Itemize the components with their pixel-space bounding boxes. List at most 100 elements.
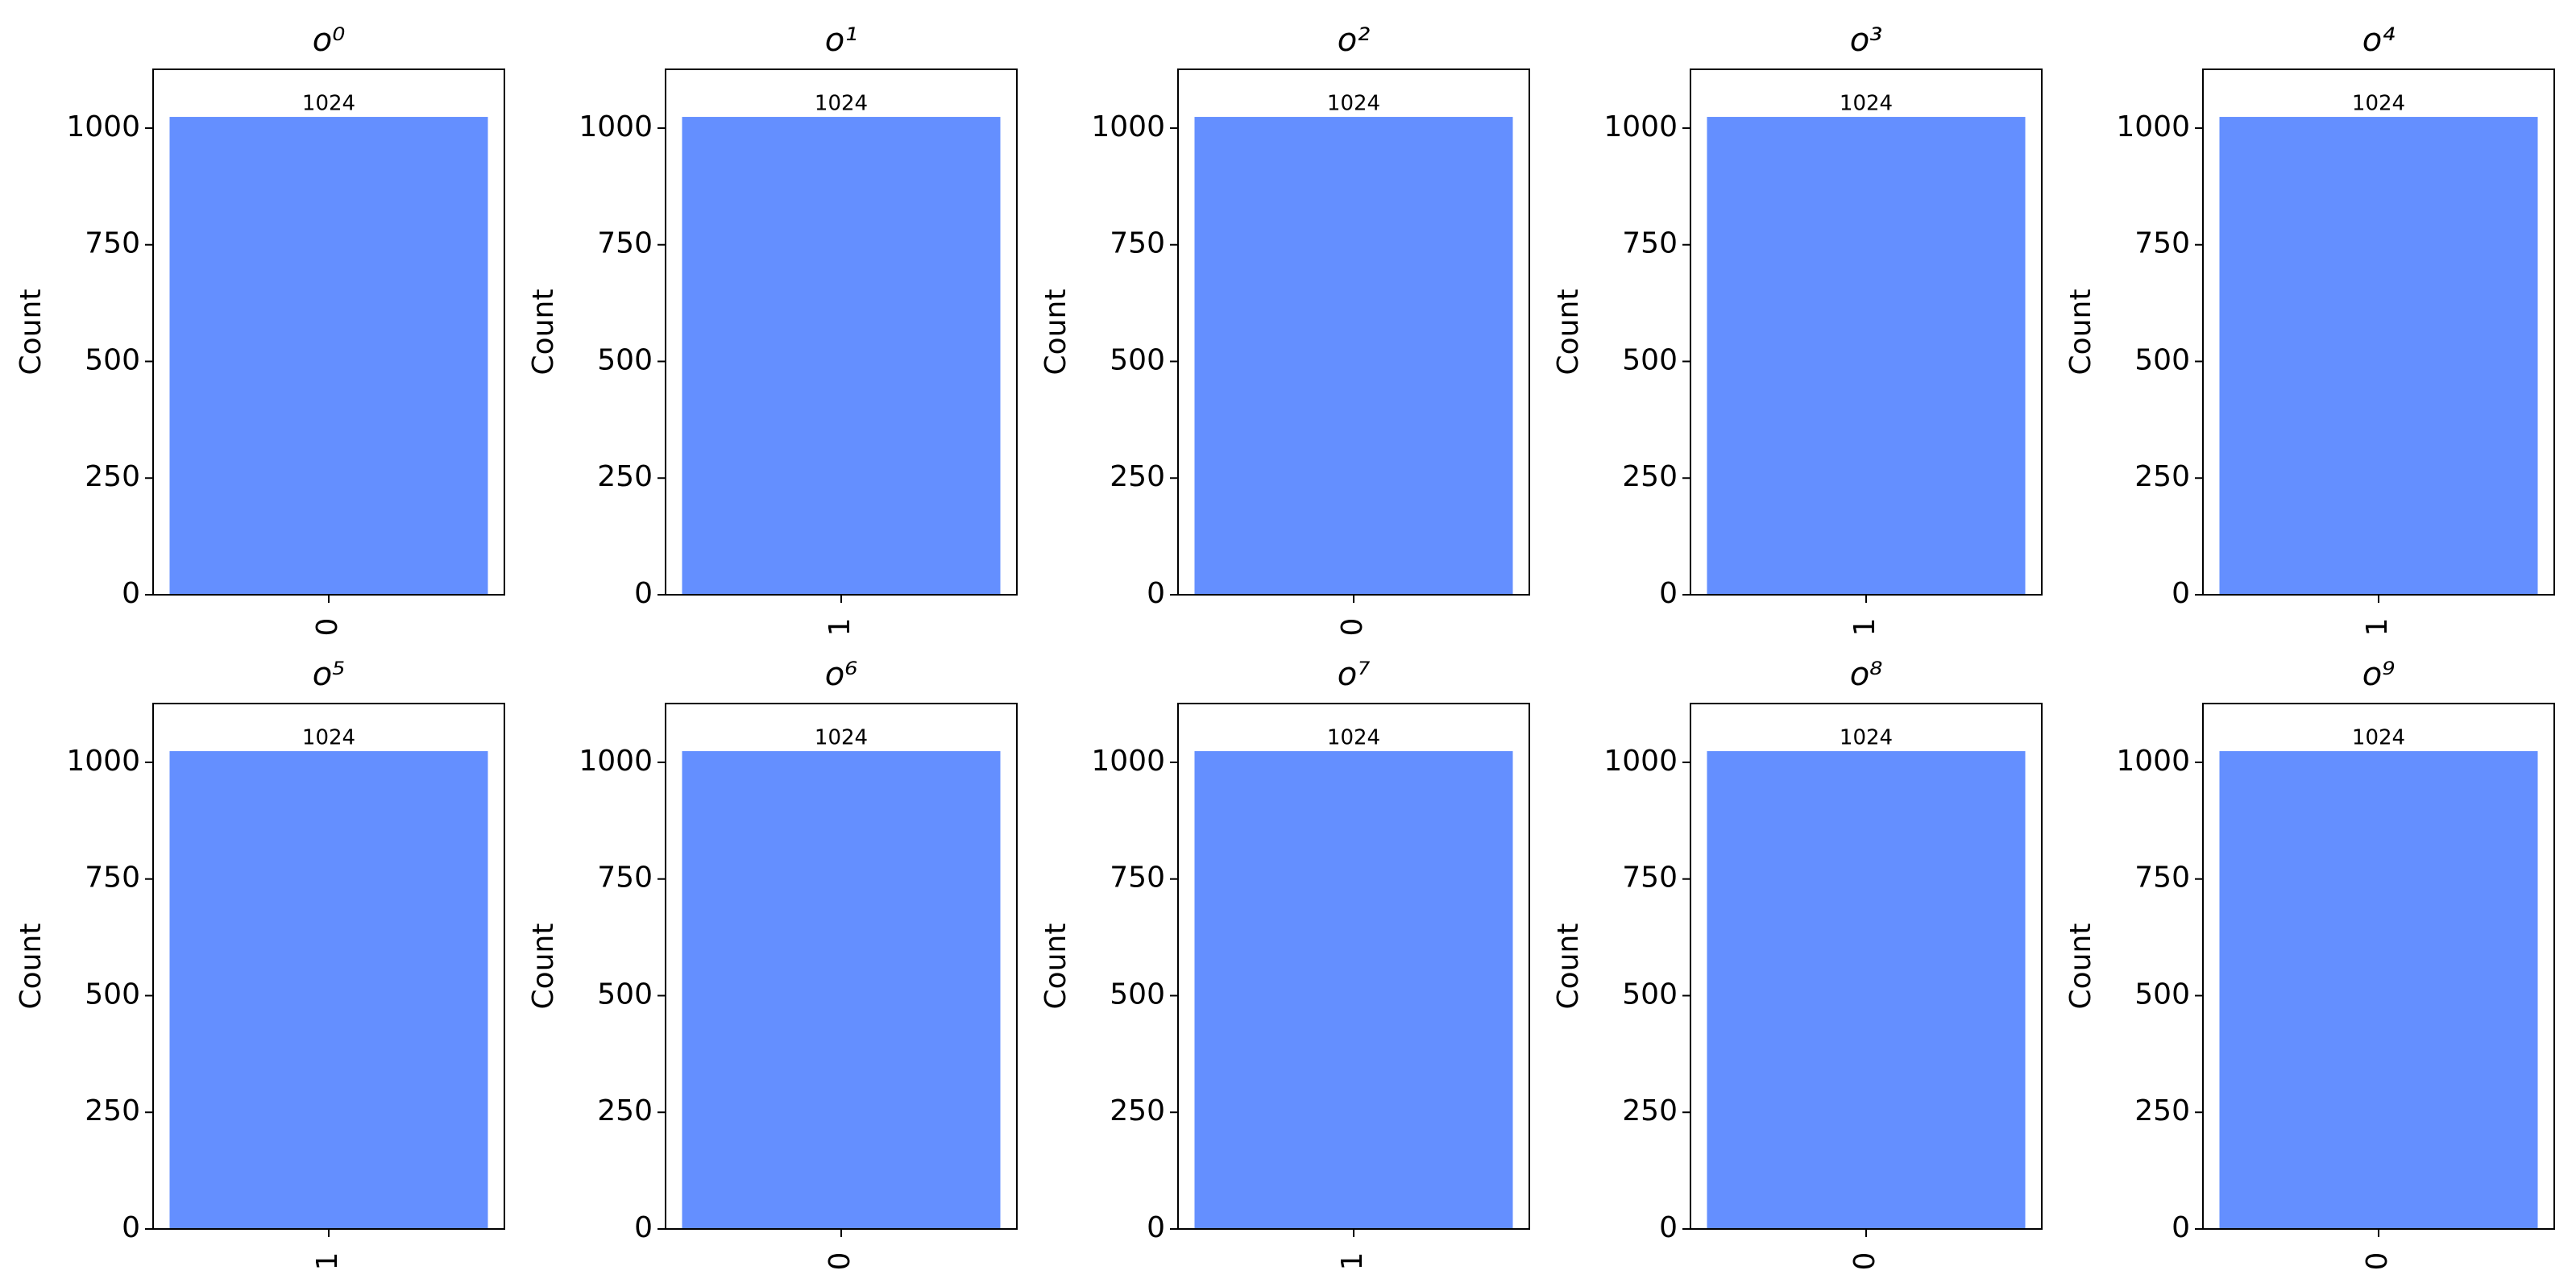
y-axis-label: Count <box>1039 924 1072 1010</box>
y-tick-label: 1000 <box>66 110 140 143</box>
y-tick-label: 250 <box>1622 1094 1678 1127</box>
y-tick-label: 750 <box>85 861 140 895</box>
data-label: 1024 <box>1327 726 1380 750</box>
y-tick-label: 0 <box>1659 577 1678 610</box>
x-tick-label: 0 <box>2361 1252 2394 1271</box>
y-tick-label: 500 <box>2134 978 2190 1011</box>
bar <box>682 751 1001 1229</box>
axes-frame <box>152 703 505 1230</box>
axes-frame <box>1690 69 2043 596</box>
bar <box>1707 751 2026 1229</box>
axes-frame <box>152 69 505 596</box>
y-tick-label: 250 <box>85 460 140 493</box>
y-tick-label: 500 <box>597 978 653 1011</box>
y-tick-label: 750 <box>2134 227 2190 260</box>
y-tick-label: 250 <box>597 460 653 493</box>
data-label: 1024 <box>302 726 355 750</box>
chart-title: o⁹ <box>2362 656 2396 693</box>
bar <box>1194 117 1513 596</box>
axes-frame <box>665 69 1018 596</box>
data-label: 1024 <box>1840 92 1893 116</box>
x-tick-label: 1 <box>2361 618 2394 637</box>
y-tick-label: 0 <box>122 1211 140 1244</box>
chart-title: o³ <box>1850 22 1883 59</box>
y-tick-label: 750 <box>2134 861 2190 895</box>
bar <box>2219 117 2538 596</box>
y-tick-label: 500 <box>597 343 653 376</box>
x-tick-label: 1 <box>311 1252 344 1271</box>
y-axis-label: Count <box>1552 924 1585 1010</box>
data-label: 1024 <box>2352 92 2405 116</box>
y-axis-label: Count <box>2064 924 2097 1010</box>
y-tick-label: 500 <box>1622 343 1678 376</box>
y-tick-label: 250 <box>2134 1094 2190 1127</box>
chart-title: o⁴ <box>2362 22 2396 59</box>
data-label: 1024 <box>302 92 355 116</box>
chart-title: o⁸ <box>1850 656 1883 693</box>
y-tick-label: 1000 <box>2116 110 2190 143</box>
y-tick-label: 1000 <box>66 745 140 778</box>
x-tick-label: 0 <box>311 618 344 637</box>
axes-frame <box>2202 69 2555 596</box>
data-label: 1024 <box>1327 92 1380 116</box>
y-tick-label: 1000 <box>579 110 653 143</box>
y-tick-label: 1000 <box>1091 110 1165 143</box>
bar <box>169 751 488 1229</box>
bar <box>169 117 488 596</box>
axes-frame <box>1177 69 1530 596</box>
y-tick-label: 750 <box>1110 861 1165 895</box>
data-label: 1024 <box>815 726 868 750</box>
y-tick-label: 250 <box>1622 460 1678 493</box>
y-tick-label: 500 <box>85 978 140 1011</box>
x-tick-label: 1 <box>1848 618 1881 637</box>
chart-title: o⁶ <box>825 656 858 693</box>
y-tick-label: 750 <box>1622 227 1678 260</box>
y-axis-label: Count <box>527 924 560 1010</box>
y-tick-label: 250 <box>597 1094 653 1127</box>
y-axis-label: Count <box>15 289 48 376</box>
y-tick-label: 250 <box>1110 1094 1165 1127</box>
chart-title: o⁷ <box>1338 656 1371 693</box>
y-axis-label: Count <box>15 924 48 1010</box>
y-tick-label: 0 <box>122 577 140 610</box>
y-axis-label: Count <box>1039 289 1072 376</box>
y-tick-label: 0 <box>2172 577 2190 610</box>
y-axis-label: Count <box>1552 289 1585 376</box>
y-axis-label: Count <box>527 289 560 376</box>
chart-title: o⁵ <box>313 656 346 693</box>
x-tick-label: 1 <box>1336 1252 1369 1271</box>
data-label: 1024 <box>2352 726 2405 750</box>
y-tick-label: 1000 <box>1091 745 1165 778</box>
y-tick-label: 0 <box>1147 577 1165 610</box>
axes-frame <box>1177 703 1530 1230</box>
data-label: 1024 <box>815 92 868 116</box>
y-tick-label: 500 <box>2134 343 2190 376</box>
data-label: 1024 <box>1840 726 1893 750</box>
y-tick-label: 0 <box>634 1211 653 1244</box>
bar <box>2219 751 2538 1229</box>
axes-frame <box>2202 703 2555 1230</box>
chart-title: o¹ <box>825 22 858 59</box>
y-tick-label: 0 <box>634 577 653 610</box>
y-tick-label: 0 <box>1147 1211 1165 1244</box>
x-tick-label: 0 <box>823 1252 857 1271</box>
y-tick-label: 750 <box>85 227 140 260</box>
chart-title: o² <box>1338 22 1371 59</box>
axes-frame <box>1690 703 2043 1230</box>
y-axis-label: Count <box>2064 289 2097 376</box>
x-tick-label: 0 <box>1336 618 1369 637</box>
y-tick-label: 750 <box>1110 227 1165 260</box>
y-tick-label: 1000 <box>1603 110 1678 143</box>
chart-title: o⁰ <box>313 22 346 59</box>
x-tick-label: 0 <box>1848 1252 1881 1271</box>
y-tick-label: 750 <box>597 227 653 260</box>
y-tick-label: 250 <box>2134 460 2190 493</box>
y-tick-label: 1000 <box>2116 745 2190 778</box>
y-tick-label: 1000 <box>1603 745 1678 778</box>
x-tick-label: 1 <box>823 618 857 637</box>
y-tick-label: 500 <box>1622 978 1678 1011</box>
axes-frame <box>665 703 1018 1230</box>
y-tick-label: 500 <box>1110 343 1165 376</box>
y-tick-label: 750 <box>597 861 653 895</box>
